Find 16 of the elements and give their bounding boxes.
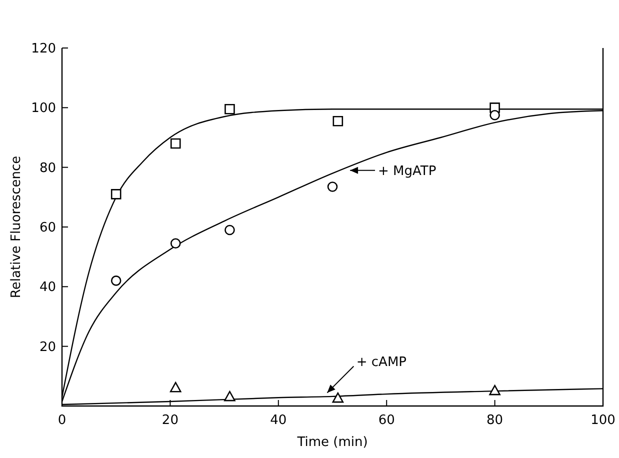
x-tick-label: 100: [590, 413, 616, 428]
y-tick-label: 60: [39, 220, 56, 236]
y-tick-label: 100: [31, 101, 56, 116]
x-tick-label: 80: [486, 413, 504, 428]
x-tick-label: 0: [58, 413, 66, 428]
annotation: + MgATP: [378, 164, 436, 179]
y-tick-label: 40: [39, 280, 56, 296]
x-axis-title: Time (min): [296, 435, 368, 450]
y-axis-title: Relative Fluorescence: [9, 156, 24, 298]
y-tick-label: 20: [39, 340, 56, 355]
x-tick-label: 40: [270, 413, 287, 428]
x-tick-label: 60: [378, 413, 395, 428]
y-tick-label: 120: [31, 42, 56, 57]
x-tick-label: 20: [162, 413, 178, 428]
annotation: + cAMP: [356, 355, 407, 370]
y-tick-label: 80: [39, 160, 56, 176]
